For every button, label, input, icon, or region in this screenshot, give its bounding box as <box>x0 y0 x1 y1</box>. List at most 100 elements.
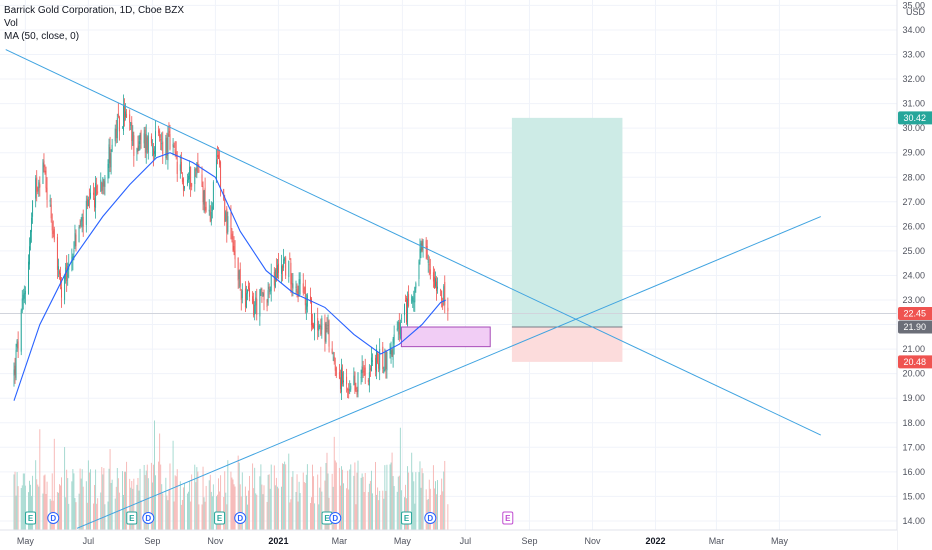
event-label: D <box>145 514 151 523</box>
candle-body <box>145 134 147 153</box>
candle-body <box>283 259 285 268</box>
long-position-tool[interactable] <box>0 117 897 362</box>
volume-bar <box>195 482 197 530</box>
candle-body <box>187 179 188 185</box>
volume-bar <box>139 468 141 530</box>
volume-bar <box>97 498 99 530</box>
candle-body <box>447 307 449 312</box>
volume-bar <box>100 492 102 530</box>
candle-body <box>396 328 398 331</box>
candle-body <box>201 174 203 187</box>
candle-body <box>313 324 315 329</box>
volume-bar <box>158 461 160 530</box>
event-label: E <box>404 514 410 523</box>
volume-bar <box>392 476 394 530</box>
volume-bar <box>57 492 59 530</box>
volume-bar <box>144 475 146 530</box>
volume-bar <box>354 462 356 530</box>
volume-bar <box>276 486 278 530</box>
price-tick-label: 25.00 <box>902 246 925 256</box>
candle-body <box>376 348 378 372</box>
volume-bar <box>346 488 348 530</box>
candle-body <box>270 274 272 292</box>
volume-bar <box>187 493 188 530</box>
candle-body <box>285 257 287 276</box>
candle-body <box>390 346 392 355</box>
candle-body <box>147 135 149 153</box>
price-tick-label: 21.00 <box>902 344 925 354</box>
candle-body <box>436 281 437 291</box>
candle-body <box>123 105 124 131</box>
candle-body <box>133 135 135 156</box>
candle-body <box>194 168 196 184</box>
volume-bar <box>393 486 395 530</box>
volume-bar <box>147 478 149 530</box>
candle-body <box>320 325 322 335</box>
volume-bar <box>82 486 84 530</box>
candle-body <box>252 296 254 304</box>
candle-body <box>405 300 406 301</box>
candle-body <box>57 266 59 270</box>
volume-bar <box>414 503 416 530</box>
price-tick-label: 18.00 <box>902 418 925 428</box>
candle-body <box>111 144 113 152</box>
candle-body <box>444 281 446 306</box>
candle-body <box>158 129 160 133</box>
candle-body <box>159 130 161 138</box>
candle-body <box>240 291 242 300</box>
volume-bar <box>15 495 17 530</box>
candle-body <box>138 141 140 151</box>
volume-bar <box>356 472 358 530</box>
candle-body <box>295 286 297 288</box>
candle-body <box>49 199 51 202</box>
trendlines[interactable] <box>5 49 821 529</box>
volume-bar <box>51 473 53 530</box>
volume-bar <box>38 486 40 530</box>
volume-bar <box>189 480 191 530</box>
candle-body <box>326 328 328 329</box>
candle-body <box>180 161 182 174</box>
volume-bar <box>420 487 422 530</box>
earnings-badge <box>126 511 138 525</box>
volume-bar <box>321 491 323 530</box>
candle-body <box>253 299 255 316</box>
volume-bar <box>191 474 193 530</box>
volume-bar <box>16 472 18 530</box>
candle-body <box>53 229 55 240</box>
volume-bar <box>399 427 401 530</box>
candle-body <box>172 143 174 147</box>
candle-body <box>21 298 23 311</box>
candle-body <box>73 249 75 253</box>
price-axis <box>897 0 932 550</box>
volume-bar <box>132 488 134 530</box>
volume-bar <box>291 476 293 530</box>
volume-bar <box>326 452 328 530</box>
volume-bar <box>43 475 45 530</box>
candle-body <box>181 178 183 182</box>
candle-body <box>162 141 164 154</box>
candle-body <box>342 372 343 384</box>
volume-bar <box>197 471 199 530</box>
volume-bar <box>341 466 342 530</box>
event-label: D <box>332 514 338 523</box>
volume-bar <box>150 462 152 530</box>
volume-bar <box>234 486 236 530</box>
candle-body <box>288 260 290 277</box>
volume-bar <box>196 467 198 530</box>
earnings-marker: E <box>25 511 37 525</box>
volume-bar <box>347 470 349 530</box>
volume-bar <box>361 473 363 530</box>
candle-body <box>420 243 422 253</box>
price-tick-label: 26.00 <box>902 221 925 231</box>
event-label: E <box>505 514 511 523</box>
candle-body <box>385 350 387 369</box>
volume-bar <box>259 476 261 530</box>
candle-body <box>350 385 352 390</box>
candle-body <box>203 190 205 205</box>
volume-bar <box>425 489 427 530</box>
volume-bar <box>267 474 269 530</box>
candle-body <box>226 208 228 234</box>
